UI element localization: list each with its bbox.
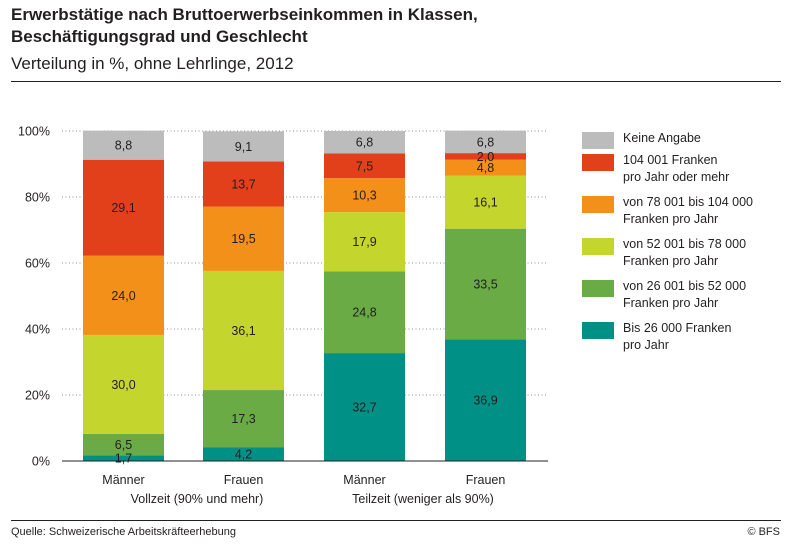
bar-segment bbox=[445, 153, 526, 160]
y-tick-label: 100% bbox=[18, 125, 50, 139]
data-label: 36,1 bbox=[231, 324, 255, 338]
data-label: 9,1 bbox=[235, 140, 252, 154]
header-divider bbox=[11, 81, 781, 82]
bar-segment bbox=[324, 153, 405, 179]
bar-segment bbox=[324, 131, 405, 154]
legend-swatch bbox=[582, 196, 614, 213]
y-tick-label: 0% bbox=[32, 455, 50, 469]
data-label: 33,5 bbox=[473, 277, 497, 291]
data-label: 24,0 bbox=[111, 289, 135, 303]
bar-segment bbox=[203, 447, 284, 461]
bar-segment bbox=[445, 130, 526, 154]
bar-segment bbox=[324, 178, 405, 213]
y-tick-label: 80% bbox=[25, 191, 50, 205]
bar-segment bbox=[83, 433, 164, 456]
data-label: 4,2 bbox=[235, 448, 252, 462]
legend-label: von 52 001 bis 78 000 Franken pro Jahr bbox=[623, 237, 747, 268]
source-note: Quelle: Schweizerische Arbeitskräfteerhe… bbox=[11, 526, 237, 538]
data-label: 24,8 bbox=[352, 306, 376, 320]
bar-segment bbox=[324, 271, 405, 354]
legend-swatch bbox=[582, 238, 614, 255]
bar-segment bbox=[83, 455, 164, 461]
footer-divider bbox=[11, 520, 781, 521]
data-label: 7,5 bbox=[356, 159, 373, 173]
data-label: 8,8 bbox=[115, 139, 132, 153]
data-label: 36,9 bbox=[473, 394, 497, 408]
bar-segment bbox=[83, 159, 164, 256]
bar-segment bbox=[445, 175, 526, 229]
data-label: 10,3 bbox=[352, 189, 376, 203]
data-label: 4,8 bbox=[477, 161, 494, 175]
data-label: 19,5 bbox=[231, 232, 255, 246]
chart-title: Erwerbstätige nach Bruttoerwerbseinkomme… bbox=[11, 4, 478, 48]
chart-title-line2: Beschäftigungsgrad und Geschlecht bbox=[11, 27, 308, 46]
bar-segment bbox=[324, 353, 405, 461]
bar-segment bbox=[324, 212, 405, 272]
data-label: 13,7 bbox=[231, 177, 255, 191]
bar-segment bbox=[203, 131, 284, 162]
chart-title-line1: Erwerbstätige nach Bruttoerwerbseinkomme… bbox=[11, 5, 478, 24]
x-tick-label: Männer bbox=[343, 473, 385, 487]
legend-label: Bis 26 000 Franken pro Jahr bbox=[623, 321, 732, 352]
x-tick-label: Männer bbox=[102, 473, 144, 487]
bar-segment bbox=[203, 270, 284, 391]
y-tick-label: 20% bbox=[25, 389, 50, 403]
legend-swatch bbox=[582, 154, 614, 171]
bar-segment bbox=[445, 159, 526, 176]
data-label: 6,8 bbox=[356, 136, 373, 150]
chart-subtitle: Verteilung in %, ohne Lehrlinge, 2012 bbox=[11, 54, 294, 73]
data-label: 6,8 bbox=[477, 135, 494, 149]
bar-segment bbox=[203, 390, 284, 448]
bar-segment bbox=[83, 255, 164, 335]
data-label: 2,0 bbox=[477, 150, 494, 164]
data-label: 17,9 bbox=[352, 235, 376, 249]
data-label: 16,1 bbox=[473, 196, 497, 210]
data-label: 6,5 bbox=[115, 438, 132, 452]
legend-label: Keine Angabe bbox=[623, 131, 701, 145]
bar-segment bbox=[83, 130, 164, 160]
bar-segment bbox=[445, 228, 526, 340]
bar-segment bbox=[203, 206, 284, 271]
data-label: 1,7 bbox=[115, 452, 132, 466]
legend-swatch bbox=[582, 132, 614, 149]
group-label-teilzeit: Teilzeit (weniger als 90%) bbox=[352, 492, 494, 506]
legend-swatch bbox=[582, 322, 614, 339]
bar-segment bbox=[83, 334, 164, 434]
legend-label: 104 001 Franken pro Jahr oder mehr bbox=[623, 153, 730, 184]
bar-segment bbox=[445, 339, 526, 461]
data-label: 30,0 bbox=[111, 378, 135, 392]
y-tick-label: 40% bbox=[25, 323, 50, 337]
data-label: 17,3 bbox=[231, 412, 255, 426]
data-label: 32,7 bbox=[352, 401, 376, 415]
group-label-vollzeit: Vollzeit (90% und mehr) bbox=[130, 492, 264, 506]
bar-segment bbox=[203, 161, 284, 207]
legend-label: von 78 001 bis 104 000 Franken pro Jahr bbox=[623, 195, 753, 226]
legend-swatch bbox=[582, 280, 614, 297]
x-tick-label: Frauen bbox=[224, 473, 264, 487]
legend-label: von 26 001 bis 52 000 Franken pro Jahr bbox=[623, 279, 747, 310]
credit-note: © BFS bbox=[747, 526, 780, 538]
x-tick-label: Frauen bbox=[466, 473, 506, 487]
data-label: 29,1 bbox=[111, 201, 135, 215]
y-tick-label: 60% bbox=[25, 257, 50, 271]
